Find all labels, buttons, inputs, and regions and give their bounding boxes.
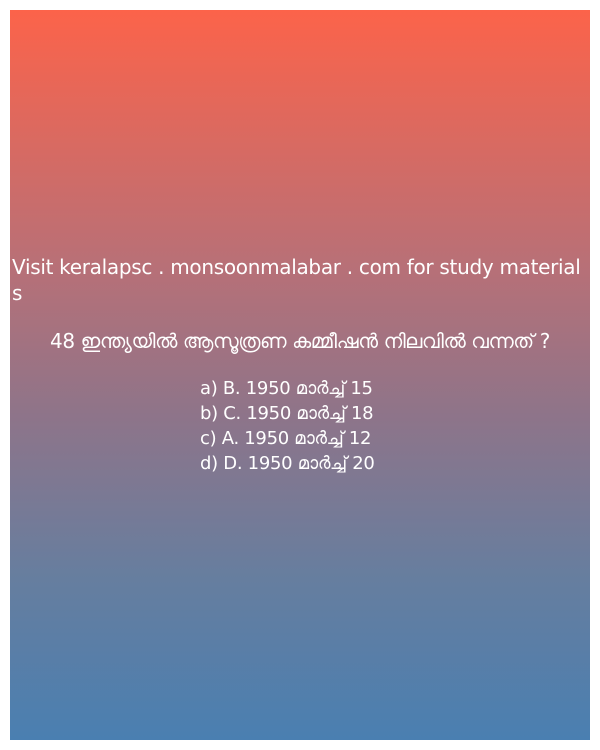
visit-site-text: Visit keralapsc . monsoonmalabar . com f…: [12, 255, 581, 305]
option-c: c) A. 1950 മാർച്ച് 12: [200, 428, 372, 449]
options-list: a) B. 1950 മാർച്ച് 15 b) C. 1950 മാർച്ച്…: [200, 376, 375, 476]
question-text: 4​8​ ഇന്ത്യയിൽ ആസൂത്രണ കമ്മീഷൻ നിലവിൽ വന…: [50, 329, 550, 353]
quiz-card: Visit keralapsc . monsoonmalabar . com f…: [10, 10, 590, 740]
option-b: b) C. 1950 മാർച്ച് 18: [200, 403, 374, 424]
option-a: a) B. 1950 മാർച്ച് 15: [200, 378, 373, 399]
option-d: d) D. 1950 മാർച്ച് 20: [200, 453, 375, 474]
